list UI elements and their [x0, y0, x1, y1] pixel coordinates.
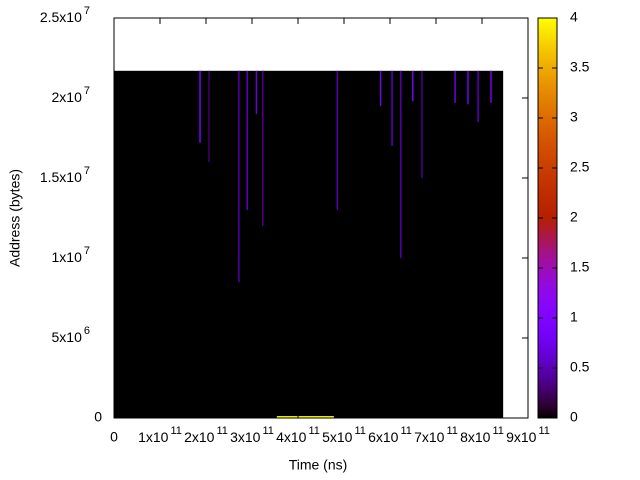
- heatmap-cell: [467, 70, 469, 105]
- colorbar-tick-label: 4: [570, 9, 578, 25]
- heatmap-cell: [336, 70, 339, 210]
- colorbar-tick-label: 1.5: [570, 259, 590, 275]
- tick-mantissa: 2.5x10: [40, 9, 82, 25]
- tick-exponent: 7: [84, 85, 90, 97]
- y-axis-label: Address (bytes): [7, 169, 23, 267]
- colorbar-tick-label: 0.5: [570, 359, 590, 375]
- x-tick-label: 7x10 11: [414, 425, 458, 445]
- colorbar-tick-label: 3: [570, 109, 578, 125]
- y-tick-label: 0: [94, 409, 102, 425]
- colorbar-tick-label: 0: [570, 409, 578, 425]
- heatmap-cell: [238, 70, 240, 282]
- heatmap-cell: [477, 70, 479, 122]
- tick-mantissa: 2x10: [184, 429, 215, 445]
- tick-exponent: 7: [84, 245, 90, 257]
- tick-mantissa: 8x10: [460, 429, 491, 445]
- tick-exponent: 7: [84, 165, 90, 177]
- x-tick-label: 2x10 11: [184, 425, 228, 445]
- colorbar-tick-label: 2.5: [570, 159, 590, 175]
- x-tick-label: 9x10 11: [506, 425, 550, 445]
- colorbar-tick-label: 3.5: [570, 59, 590, 75]
- heatmap-cell: [391, 70, 393, 146]
- y-tick-label: 5x10 6: [52, 325, 90, 345]
- tick-mantissa: 5x10: [52, 329, 83, 345]
- heatmap-cell: [412, 70, 414, 102]
- tick-mantissa: 5x10: [322, 429, 353, 445]
- heatmap-cell: [208, 70, 210, 162]
- y-tick-label: 1.5x10 7: [40, 165, 90, 185]
- heatmap-cell: [262, 70, 264, 226]
- heatmap-cell: [199, 70, 201, 143]
- tick-mantissa: 9x10: [506, 429, 537, 445]
- x-tick-label: 4x10 11: [276, 425, 320, 445]
- heatmap-cell: [379, 70, 382, 106]
- tick-exponent: 11: [446, 425, 457, 437]
- heatmap-cell: [454, 70, 456, 103]
- heatmap-cell: [255, 70, 258, 114]
- x-tick-label: 3x10 11: [230, 425, 274, 445]
- tick-mantissa: 1x10: [138, 429, 169, 445]
- tick-mantissa: 2x10: [52, 89, 83, 105]
- x-tick-label: 8x10 11: [460, 425, 504, 445]
- heatmap-cell: [114, 70, 504, 419]
- tick-mantissa: 1.5x10: [40, 169, 82, 185]
- tick-exponent: 11: [354, 425, 365, 437]
- y-tick-label: 1x10 7: [52, 245, 90, 265]
- tick-exponent: 7: [84, 5, 90, 17]
- tick-exponent: 11: [538, 425, 549, 437]
- x-tick-label: 5x10 11: [322, 425, 366, 445]
- tick-mantissa: 7x10: [414, 429, 445, 445]
- x-tick-label: 0: [110, 429, 118, 445]
- tick-mantissa: 3x10: [230, 429, 261, 445]
- heatmap-cell: [421, 70, 423, 178]
- heatmap-cell: [276, 416, 334, 418]
- tick-exponent: 11: [216, 425, 227, 437]
- tick-exponent: 11: [400, 425, 411, 437]
- tick-mantissa: 1x10: [52, 249, 83, 265]
- tick-exponent: 6: [84, 325, 90, 337]
- heatmap-cell: [246, 70, 248, 210]
- tick-exponent: 11: [262, 425, 273, 437]
- heatmap-cell: [490, 70, 492, 103]
- tick-exponent: 11: [492, 425, 503, 437]
- x-tick-label: 6x10 11: [368, 425, 412, 445]
- heatmap-cell: [400, 70, 402, 258]
- tick-exponent: 11: [308, 425, 319, 437]
- x-tick-label: 1x10 11: [138, 425, 182, 445]
- tick-mantissa: 6x10: [368, 429, 399, 445]
- colorbar-tick-label: 1: [570, 309, 578, 325]
- plot-border: [113, 17, 529, 419]
- tick-exponent: 11: [170, 425, 181, 437]
- y-tick-label: 2.5x10 7: [40, 5, 90, 25]
- x-axis-label: Time (ns): [289, 457, 348, 473]
- y-tick-label: 2x10 7: [52, 85, 90, 105]
- colorbar-tick-label: 2: [570, 209, 578, 225]
- tick-mantissa: 4x10: [276, 429, 307, 445]
